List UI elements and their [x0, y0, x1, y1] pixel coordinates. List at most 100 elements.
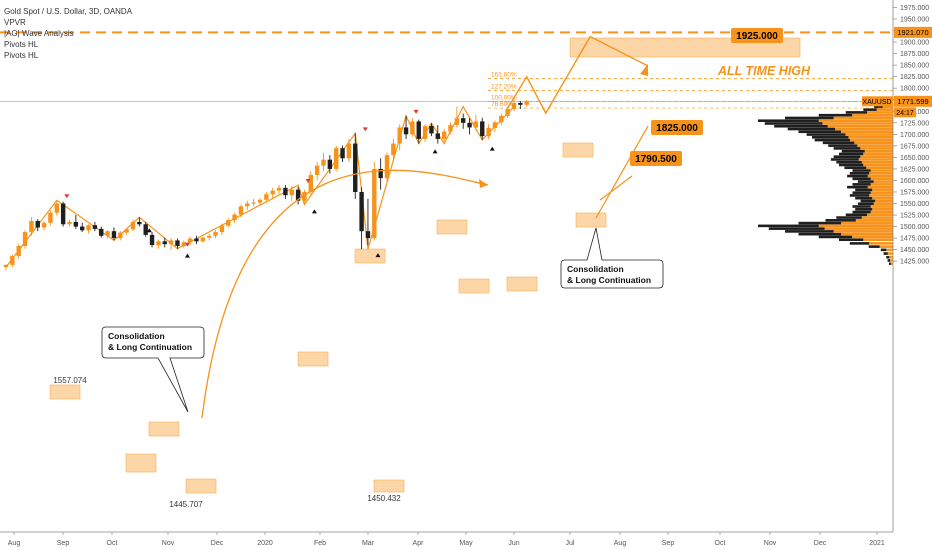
volume-bar-buy: [835, 127, 893, 131]
price-tick-label: 1625.000: [900, 166, 929, 173]
box-oct-high: [148, 421, 180, 437]
price-tick-label: 1650.000: [900, 155, 929, 162]
volume-bar-sell: [852, 177, 871, 181]
legend-wave-analysis[interactable]: |AG| Wave Analysis: [4, 29, 74, 38]
volume-bar-buy: [886, 248, 893, 252]
volume-bar-buy: [841, 221, 893, 225]
box-sep-high: [49, 384, 81, 400]
volume-bar-buy: [855, 219, 893, 222]
target-1825-box: [651, 120, 703, 135]
price-tick-label: 1700.000: [900, 132, 929, 139]
volume-bar-sell: [758, 119, 819, 123]
leader-1825: [595, 125, 649, 219]
target-1925-label: 1925.000: [736, 31, 778, 42]
price-axis[interactable]: 1975.0001950.0001925.0001900.0001875.000…: [892, 0, 932, 550]
time-axis[interactable]: Aug Sep Oct Nov Dec 2020 Feb Mar Apr May Jun Jul Aug…: [0, 531, 893, 547]
candle-up: [397, 127, 402, 144]
volume-bar-sell: [818, 235, 853, 239]
volume-bar-sell: [852, 191, 871, 194]
price-tick-label: 1575.000: [900, 189, 929, 196]
volume-bar-buy: [890, 259, 893, 262]
volume-bar-buy: [869, 194, 893, 197]
volume-bar-sell: [883, 252, 888, 255]
volume-bar-buy: [867, 185, 893, 189]
time-tick-label: Nov: [764, 540, 777, 547]
price-tick-label: 1800.000: [900, 86, 929, 93]
volume-bar-sell: [774, 124, 828, 128]
volume-bar-sell: [836, 216, 862, 219]
pivot-low-marker: [432, 149, 438, 154]
volume-bar-sell: [886, 255, 890, 259]
callout-right: [560, 227, 664, 289]
volume-bar-sell: [857, 180, 874, 183]
pivot-high-marker: [362, 127, 368, 132]
price-tick-label: 1475.000: [900, 236, 929, 243]
candle-down: [403, 127, 409, 135]
volume-bar-sell: [857, 202, 874, 206]
callout-right-line1: Consolidation: [567, 264, 624, 274]
candle-down: [111, 231, 117, 239]
price-tick-label: 1725.000: [900, 120, 929, 127]
candle-up: [41, 222, 47, 228]
candle-down: [60, 203, 66, 225]
candle-up: [130, 221, 136, 230]
volume-bar-sell: [845, 111, 868, 114]
volume-bar-buy: [872, 207, 893, 211]
countdown-text: 24:17: [896, 110, 914, 117]
pivot-low-marker: [311, 209, 317, 214]
volume-bar-buy: [849, 138, 893, 142]
box-dec-low: [185, 478, 217, 494]
time-tick-label: Oct: [715, 540, 726, 547]
volume-bar-buy: [872, 196, 893, 200]
price-tick-label: 1900.000: [900, 40, 929, 47]
time-tick-label: Feb: [314, 540, 326, 547]
candle-up: [422, 126, 428, 139]
symbol-text: XAUUSD: [862, 99, 891, 106]
volume-bar-buy: [858, 158, 893, 161]
candle-down: [295, 189, 301, 201]
price-tick-label: 1950.000: [900, 17, 929, 24]
candle-up: [441, 131, 447, 139]
volume-bar-sell: [839, 163, 864, 167]
candle-down: [461, 118, 466, 123]
volume-bar-buy: [882, 105, 893, 109]
projection-path: [507, 35, 649, 115]
volume-bar-buy: [827, 124, 893, 128]
volume-bar-buy: [866, 166, 893, 170]
legend-pivots-1[interactable]: Pivots HL: [4, 40, 39, 49]
target-1790-label: 1790.500: [635, 154, 677, 165]
volume-bar-sell: [841, 149, 865, 153]
volume-bar-sell: [880, 248, 887, 252]
symbol-badge: [862, 96, 893, 107]
legend-pivots-2[interactable]: Pivots HL: [4, 51, 39, 60]
volume-bar-buy: [873, 180, 893, 183]
legend-vpvr[interactable]: VPVR: [4, 18, 26, 27]
volume-bar-buy: [870, 183, 893, 186]
candle-down: [416, 121, 421, 139]
pivot-markers: [64, 109, 495, 258]
pivot-labels: 1557.074 1445.707 1450.432: [53, 376, 401, 509]
candle-up: [505, 108, 510, 116]
candle-up: [86, 225, 91, 231]
time-tick-label: 2020: [257, 540, 273, 547]
candle-down: [80, 226, 85, 231]
volume-bar-sell: [818, 113, 853, 117]
projection-arrows: [201, 35, 649, 419]
callout-left-line2: & Long Continuation: [108, 342, 192, 352]
volume-bar-buy: [824, 227, 893, 230]
volume-bar-sell: [888, 262, 891, 265]
volume-bar-buy: [863, 152, 893, 156]
callouts: Consolidation & Long Continuation Consol…: [101, 227, 664, 413]
pivot-high-label: 1557.074: [53, 376, 87, 385]
volume-bar-sell: [852, 210, 871, 214]
volume-bar-sell: [825, 219, 856, 222]
time-tick-label: Mar: [362, 540, 375, 547]
volume-bar-buy: [833, 230, 893, 233]
fib-100-label: 100.00%: [491, 95, 517, 102]
volume-bar-buy: [833, 116, 893, 120]
candle-up: [448, 125, 453, 132]
candle-up: [48, 212, 53, 223]
ath-price-text: 1921.070: [897, 28, 928, 37]
legend-title[interactable]: Gold Spot / U.S. Dollar, 3D, OANDA: [4, 7, 133, 16]
